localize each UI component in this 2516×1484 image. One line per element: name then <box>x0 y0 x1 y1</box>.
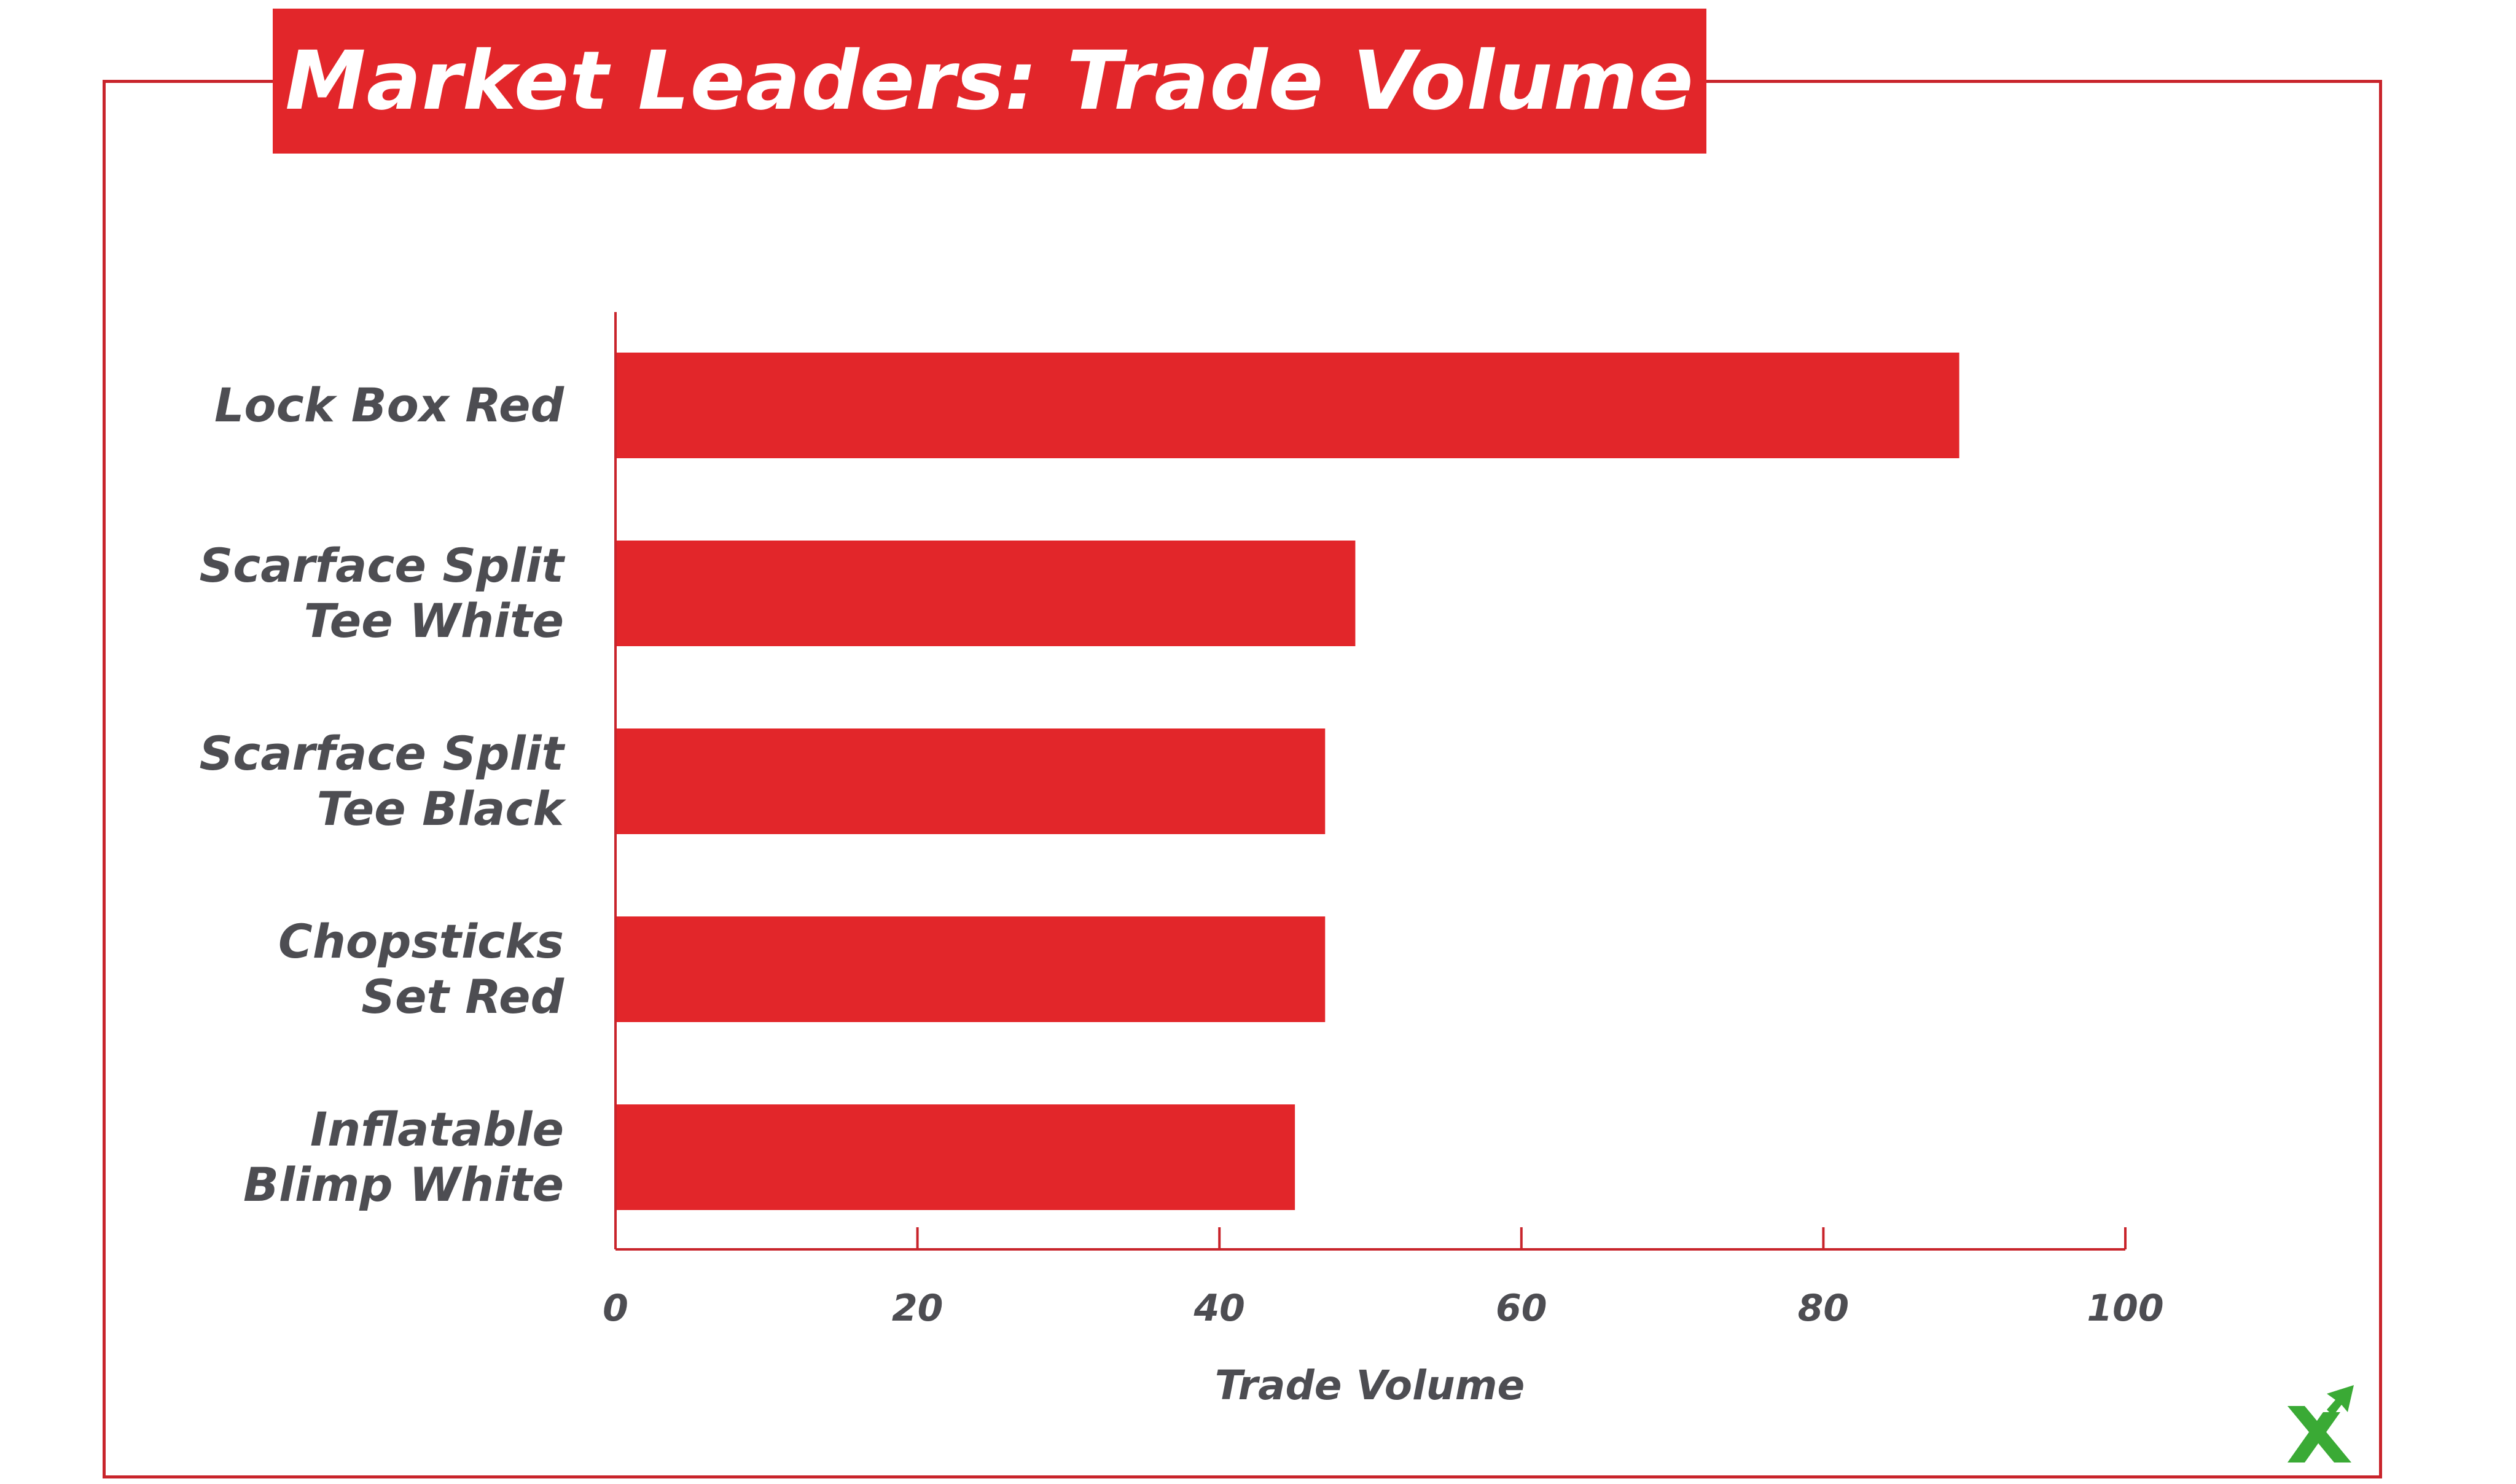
x-tick-label: 80 <box>1798 1287 1850 1330</box>
bar <box>615 916 1326 1022</box>
bar <box>615 1104 1295 1210</box>
x-tick-label: 0 <box>603 1287 628 1330</box>
category-label: Set Red <box>361 969 565 1024</box>
x-tick-label: 100 <box>2087 1287 2163 1330</box>
bar <box>615 353 1959 458</box>
category-label: Scarface Split <box>199 538 565 593</box>
category-label: Tee White <box>304 593 564 648</box>
category-label: Chopsticks <box>278 914 564 969</box>
x-axis-title: Trade Volume <box>1215 1362 1525 1409</box>
bar <box>615 541 1356 646</box>
x-tick-label: 20 <box>892 1287 944 1330</box>
category-label: Blimp White <box>243 1157 564 1212</box>
green-x-arrow-logo-icon <box>2287 1385 2354 1463</box>
category-label: Tee Black <box>317 781 567 836</box>
bars-group <box>615 353 1959 1210</box>
category-label: Inflatable <box>310 1102 564 1157</box>
bar <box>615 728 1326 834</box>
axes-group <box>614 312 2125 1251</box>
chart-title: Market Leaders: Trade Volume <box>285 34 1694 128</box>
x-ticks: 0 20 40 60 80 100 <box>603 1227 2164 1330</box>
x-tick-label: 40 <box>1193 1287 1245 1330</box>
x-tick-label: 60 <box>1496 1287 1547 1330</box>
category-label: Lock Box Red <box>214 378 565 432</box>
category-label: Scarface Split <box>199 726 565 781</box>
title-banner: Market Leaders: Trade Volume <box>273 9 1706 154</box>
